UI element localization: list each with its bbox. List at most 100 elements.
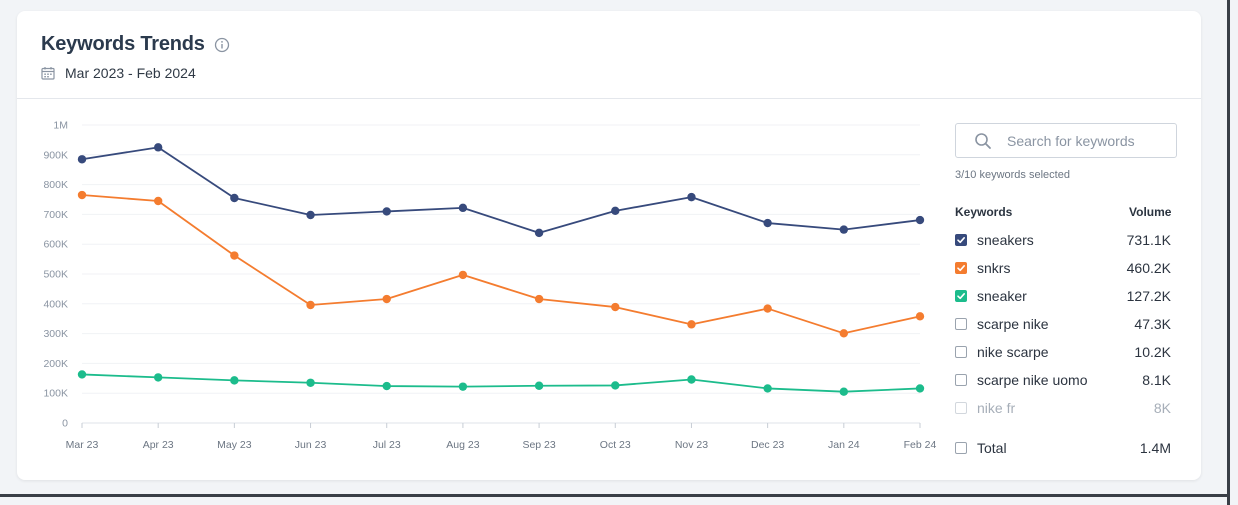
keyword-row[interactable]: sneakers 731.1K [955, 230, 1171, 250]
data-point-sneakers [915, 215, 925, 225]
data-point-snkrs [763, 304, 772, 313]
series-line-snkrs [81, 194, 921, 335]
y-tick-label: 400K [43, 298, 68, 310]
info-icon[interactable] [214, 37, 230, 53]
keyword-row[interactable]: nike fr 8K [955, 398, 1171, 418]
keyword-search-box[interactable] [955, 123, 1179, 158]
keyword-volume: 1.4M [1139, 440, 1171, 456]
keyword-checkbox[interactable] [955, 442, 967, 454]
data-point-snkrs [534, 294, 544, 304]
data-point-sneakers [534, 228, 544, 238]
window-edge-right [1227, 0, 1230, 505]
keyword-label: nike fr [977, 400, 1016, 416]
y-tick-label: 300K [43, 328, 68, 340]
y-tick-label: 1M [53, 120, 68, 132]
keyword-label: scarpe nike [977, 316, 1049, 332]
data-point-sneakers [611, 206, 620, 216]
keyword-checkbox[interactable] [955, 402, 967, 414]
keyword-row[interactable]: snkrs 460.2K [955, 258, 1171, 278]
keyword-volume: 127.2K [1126, 288, 1171, 304]
data-point-sneaker [153, 373, 163, 382]
search-input[interactable] [1005, 131, 1179, 150]
data-point-sneakers [839, 225, 849, 234]
data-point-sneakers [77, 155, 87, 164]
x-tick-label: Jan 24 [828, 439, 860, 451]
data-point-snkrs [915, 312, 925, 321]
keywords-column-header: Keywords [955, 205, 1013, 219]
x-tick-label: Dec 23 [751, 439, 784, 451]
series-line-sneaker [81, 373, 921, 393]
data-point-sneaker [77, 370, 87, 379]
volume-column-header: Volume [1129, 205, 1172, 219]
data-point-snkrs [687, 320, 696, 329]
search-icon [974, 132, 992, 150]
x-tick-label: Mar 23 [66, 439, 99, 451]
x-tick-label: May 23 [217, 439, 252, 451]
keyword-checkbox[interactable] [955, 374, 967, 386]
keyword-checkbox[interactable] [955, 318, 967, 330]
keyword-checkbox[interactable] [955, 290, 967, 302]
y-tick-label: 500K [43, 269, 68, 281]
keyword-row[interactable]: scarpe nike uomo 8.1K [955, 370, 1171, 390]
keyword-label: Total [977, 440, 1007, 456]
calendar-icon [41, 66, 55, 80]
keyword-label: sneakers [977, 232, 1034, 248]
data-point-sneaker [915, 384, 925, 393]
data-point-sneaker [458, 382, 468, 391]
data-point-sneakers [306, 210, 315, 220]
data-point-sneakers [687, 192, 696, 202]
data-point-sneaker [687, 375, 696, 384]
data-point-snkrs [77, 190, 87, 200]
data-point-sneaker [763, 384, 772, 393]
x-tick-label: Sep 23 [522, 439, 555, 451]
keyword-row[interactable]: scarpe nike 47.3K [955, 314, 1171, 334]
keyword-checkbox[interactable] [955, 262, 967, 274]
keyword-checkbox[interactable] [955, 234, 967, 246]
x-tick-label: Aug 23 [446, 439, 479, 451]
data-point-snkrs [153, 196, 163, 206]
window-edge-bottom [0, 494, 1230, 497]
keyword-volume: 8.1K [1142, 372, 1171, 388]
y-tick-label: 100K [43, 388, 68, 400]
x-tick-label: Jun 23 [295, 439, 327, 451]
keywords-line-chart: 0 100K 200K 300K 400K 500K 600K 700K 800K 900K 1M M… [43, 120, 937, 452]
x-tick-label: Apr 23 [143, 439, 174, 451]
data-point-sneaker [611, 381, 620, 390]
data-point-sneaker [230, 376, 239, 385]
data-point-snkrs [839, 329, 849, 338]
keyword-checkbox[interactable] [955, 346, 967, 358]
keyword-volume: 731.1K [1126, 232, 1171, 248]
date-range[interactable]: Mar 2023 - Feb 2024 [41, 65, 196, 81]
data-point-sneakers [382, 207, 391, 216]
total-row[interactable]: Total 1.4M [955, 438, 1171, 458]
data-point-sneakers [230, 193, 239, 203]
x-tick-label: Feb 24 [904, 439, 937, 451]
keyword-label: nike scarpe [977, 344, 1049, 360]
keyword-label: sneaker [977, 288, 1027, 304]
keyword-volume: 460.2K [1126, 260, 1171, 276]
keyword-volume: 10.2K [1134, 344, 1171, 360]
y-tick-label: 200K [43, 358, 68, 370]
data-point-snkrs [458, 270, 468, 280]
y-tick-label: 900K [43, 149, 68, 161]
data-point-sneaker [534, 381, 544, 390]
x-tick-label: Oct 23 [600, 439, 631, 451]
selected-count: 3/10 keywords selected [955, 169, 1070, 181]
keyword-label: scarpe nike uomo [977, 372, 1088, 388]
keyword-row[interactable]: sneaker 127.2K [955, 286, 1171, 306]
checkmark-icon [957, 236, 965, 244]
keyword-volume: 47.3K [1134, 316, 1171, 332]
y-tick-label: 600K [43, 239, 68, 251]
data-point-snkrs [306, 300, 315, 310]
keyword-row[interactable]: nike scarpe 10.2K [955, 342, 1171, 362]
header-divider [17, 98, 1201, 99]
data-point-snkrs [382, 294, 391, 304]
data-point-snkrs [611, 302, 620, 312]
y-tick-label: 0 [62, 418, 68, 430]
checkmark-icon [957, 292, 965, 300]
series-line-sneakers [81, 146, 921, 234]
page-title: Keywords Trends [41, 33, 205, 55]
keywords-trends-card: Keywords Trends Mar 2023 - Feb 202 [17, 11, 1201, 480]
y-tick-label: 700K [43, 209, 68, 221]
title-row: Keywords Trends [41, 33, 230, 56]
